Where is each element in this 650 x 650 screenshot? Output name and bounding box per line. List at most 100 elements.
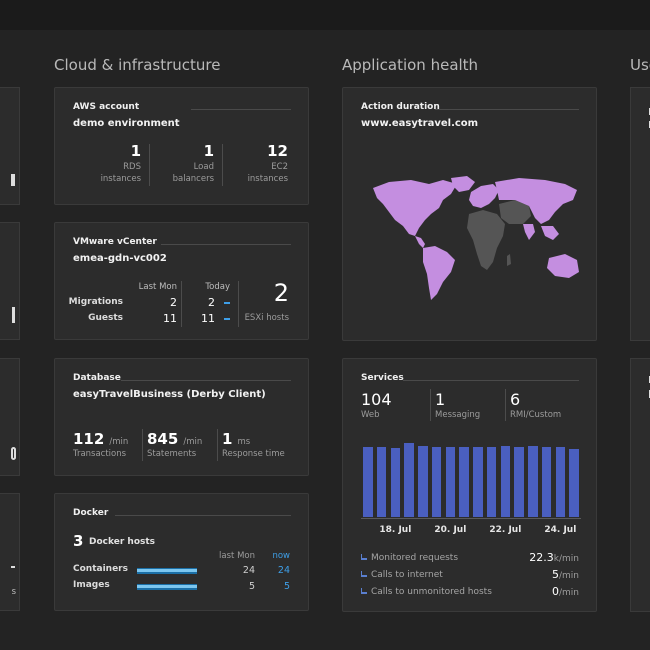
right-partial-tile-1[interactable] xyxy=(630,87,650,341)
column-title-cloud: Cloud & infrastructure xyxy=(54,56,221,74)
service-stat-value: 6 xyxy=(510,390,521,409)
chart-bar[interactable] xyxy=(569,448,579,517)
legend-unit: /min xyxy=(558,571,579,581)
docker-row-last-mon: 24 xyxy=(242,565,255,576)
map-region-south-america xyxy=(423,246,455,300)
db-metric-value: 845 xyxy=(147,430,179,448)
right-partial-tile-2[interactable] xyxy=(630,358,650,612)
docker-row-now: 5 xyxy=(283,581,290,592)
map-region-asia-dark xyxy=(499,200,531,224)
chart-x-tick-label: 20. Jul xyxy=(434,525,467,535)
service-stat-value: 1 xyxy=(435,390,446,409)
vmware-row-label: Migrations xyxy=(68,297,123,307)
service-stat-label: Web xyxy=(361,410,380,420)
vmware-row-label: Guests xyxy=(88,313,123,323)
aws-metric-value: 12 xyxy=(267,142,288,160)
tile-subtitle: emea-gdn-vc002 xyxy=(73,253,167,264)
left-partial-tile-3[interactable] xyxy=(0,358,20,476)
aws-metric-label: balancers xyxy=(172,174,214,184)
db-metric: 112 /min xyxy=(73,429,128,448)
chart-bar[interactable] xyxy=(486,447,497,517)
left-partial-tile-1[interactable] xyxy=(0,87,20,205)
chart-bar[interactable] xyxy=(363,447,373,517)
docker-tile[interactable]: Docker 3 Docker hosts last Mon now Conta… xyxy=(54,493,309,611)
chart-bar[interactable] xyxy=(528,446,538,517)
chart-bar[interactable] xyxy=(541,447,552,517)
left-partial-tile-2[interactable] xyxy=(0,222,20,340)
vmware-row-today: 11 xyxy=(201,312,215,325)
db-metric-unit: /min xyxy=(109,437,129,447)
legend-label: Monitored requests xyxy=(371,553,459,563)
map-region-se-asia xyxy=(541,226,559,240)
docker-hosts-label: Docker hosts xyxy=(89,537,156,547)
aws-metric-label: RDS xyxy=(123,162,141,172)
database-tile[interactable]: Database easyTravelBusiness (Derby Clien… xyxy=(54,358,309,476)
left-partial-text: s xyxy=(11,587,16,597)
action-duration-tile[interactable]: Action duration www.easytravel.com xyxy=(342,87,597,341)
chart-x-tick-label: 22. Jul xyxy=(489,525,522,535)
tile-subtitle: easyTravelBusiness (Derby Client) xyxy=(73,389,266,400)
column-separator xyxy=(238,281,239,327)
metric-separator xyxy=(149,144,150,186)
bar-chart-icon xyxy=(361,554,367,560)
chart-bar[interactable] xyxy=(376,447,387,517)
metric-separator xyxy=(217,429,218,461)
heading-rule xyxy=(161,244,291,245)
chart-bar[interactable] xyxy=(500,446,511,517)
chart-bar[interactable] xyxy=(445,447,456,517)
legend-value: 5/min xyxy=(552,568,579,581)
left-partial-tile-4[interactable]: s xyxy=(0,493,20,611)
chart-bar[interactable] xyxy=(431,447,442,517)
legend-row: Monitored requests xyxy=(361,553,458,563)
vmware-row-today: 2 xyxy=(208,296,215,309)
db-metric-unit: /min xyxy=(183,437,203,447)
legend-unit: k/min xyxy=(553,554,579,564)
stat-separator xyxy=(430,389,431,421)
chart-bar[interactable] xyxy=(404,443,414,517)
heading-rule xyxy=(403,380,579,381)
map-region-asia xyxy=(495,178,577,224)
metric-separator xyxy=(142,429,143,461)
column-header-now: now xyxy=(272,551,290,561)
chart-bar[interactable] xyxy=(473,447,483,517)
tile-heading: Docker xyxy=(73,508,109,518)
tile-heading: AWS account xyxy=(73,102,140,112)
heading-rule xyxy=(121,380,291,381)
db-metric-label: Response time xyxy=(222,449,285,459)
containers-progress-bar xyxy=(137,568,197,574)
map-region-north-america xyxy=(373,180,457,236)
chart-bar[interactable] xyxy=(418,445,428,517)
vmware-vcenter-tile[interactable]: VMware vCenter emea-gdn-vc002 Last Mon T… xyxy=(54,222,309,340)
legend-number: 0 xyxy=(551,585,559,598)
legend-number: 5 xyxy=(551,568,559,581)
service-stat-label: Messaging xyxy=(435,410,481,420)
legend-unit: /min xyxy=(558,588,579,598)
chart-bar[interactable] xyxy=(555,447,566,517)
column-header-last-mon: last Mon xyxy=(219,551,255,561)
chart-baseline xyxy=(361,518,581,519)
chart-bar[interactable] xyxy=(390,447,401,517)
map-region-madagascar xyxy=(507,254,511,266)
map-region-india xyxy=(523,224,535,240)
tile-heading: VMware vCenter xyxy=(73,237,157,247)
chart-x-tick-label: 24. Jul xyxy=(544,525,577,535)
legend-number: 22.3 xyxy=(529,551,554,564)
aws-account-tile[interactable]: AWS account demo environment 1 RDS insta… xyxy=(54,87,309,205)
docker-row-now: 24 xyxy=(277,565,290,576)
chart-bar[interactable] xyxy=(514,447,524,517)
aws-metric-label: EC2 xyxy=(271,162,288,172)
tile-subtitle: www.easytravel.com xyxy=(361,118,479,129)
chart-bar[interactable] xyxy=(459,447,469,517)
db-metric: 845 /min xyxy=(147,429,202,448)
trend-flat-icon xyxy=(224,318,230,320)
column-title-app-health: Application health xyxy=(342,56,479,74)
services-tile[interactable]: Services 104 Web 1 Messaging 6 RMI/Custo… xyxy=(342,358,597,612)
services-bar-chart[interactable] xyxy=(361,441,581,517)
vmware-row-last-mon: 11 xyxy=(163,312,177,325)
progress-fill xyxy=(137,585,197,588)
legend-value: 22.3k/min xyxy=(529,551,579,564)
progress-fill xyxy=(137,569,197,572)
heading-rule xyxy=(435,109,579,110)
service-stat-value: 104 xyxy=(361,390,392,409)
world-map[interactable] xyxy=(359,174,583,304)
